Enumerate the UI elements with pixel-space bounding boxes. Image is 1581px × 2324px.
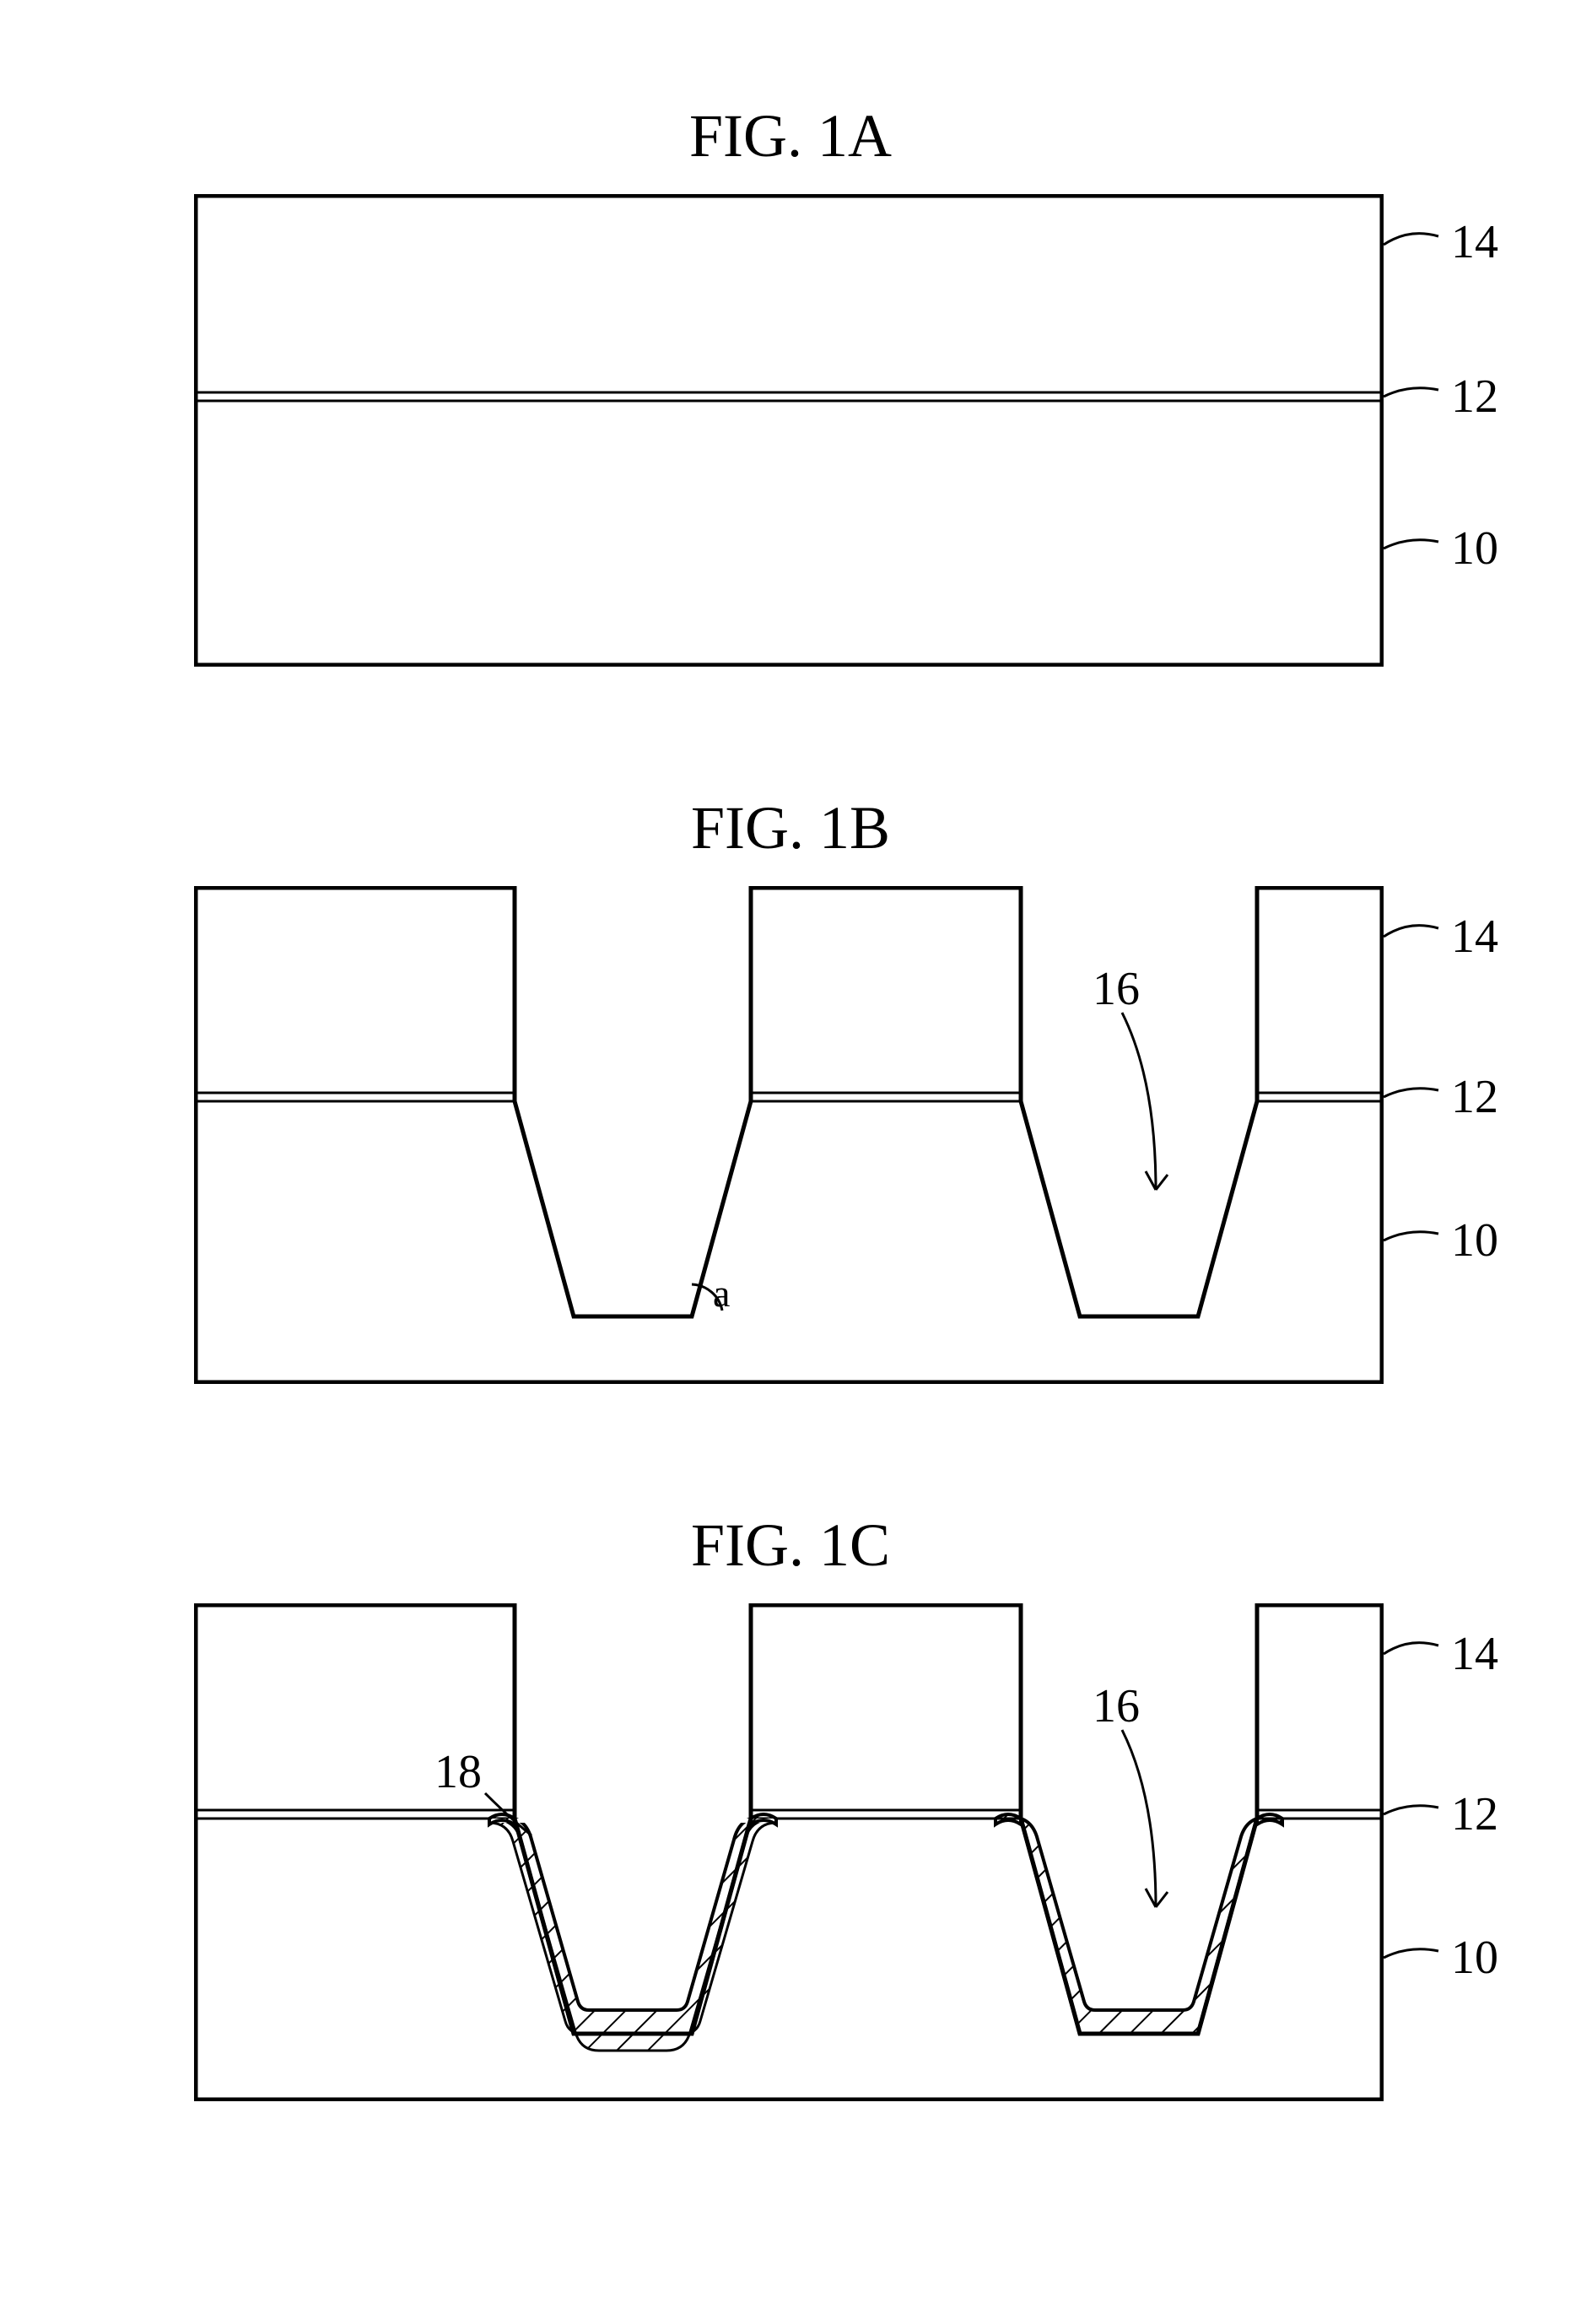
ref16-arrow-b [1122, 1013, 1168, 1190]
label-14-c: 14 [1451, 1627, 1498, 1681]
fig-1a-panel [194, 194, 1384, 667]
fig-1c-svg: 16 18 [194, 1603, 1384, 2101]
leader-12-a [1384, 388, 1438, 397]
angle-label: a [713, 1272, 730, 1315]
ref16-arrow-c [1122, 1730, 1168, 1907]
fig-1a-title-text: FIG. 1A [689, 102, 892, 170]
fig-1b-svg: a 16 [194, 886, 1384, 1384]
label-10-a: 10 [1451, 522, 1498, 576]
ref18-label: 18 [434, 1746, 482, 1798]
cover1 [489, 1819, 776, 1823]
label-14-b: 14 [1451, 910, 1498, 964]
label-12-b: 12 [1451, 1070, 1498, 1124]
ref16-label-b: 16 [1093, 963, 1140, 1015]
leader-10-a [1384, 540, 1438, 549]
fig-1c-outline [196, 1605, 1382, 2100]
leader-10-b [1384, 1232, 1438, 1240]
leader-12-c [1384, 1806, 1438, 1814]
fig-1a-title: FIG. 1A [0, 101, 1581, 171]
leader-14-c [1384, 1643, 1438, 1654]
label-14-a: 14 [1451, 215, 1498, 269]
leader-12-b [1384, 1089, 1438, 1097]
label-12-a: 12 [1451, 370, 1498, 424]
fig-1b-outline [196, 888, 1382, 1382]
fig-1c-title: FIG. 1C [0, 1511, 1581, 1581]
fig-1a-outline [196, 196, 1382, 665]
label-12-c: 12 [1451, 1787, 1498, 1841]
fig-1b-title: FIG. 1B [0, 793, 1581, 863]
leader-10-c [1384, 1949, 1438, 1958]
fig-1a-svg [194, 194, 1384, 667]
label-10-c: 10 [1451, 1931, 1498, 1985]
fig-1b-title-text: FIG. 1B [691, 794, 890, 862]
fig-1c-title-text: FIG. 1C [691, 1511, 890, 1579]
leader-14-b [1384, 926, 1438, 937]
fig-1c-panel: 16 18 [194, 1603, 1384, 2101]
label-10-b: 10 [1451, 1213, 1498, 1267]
ref16-label-c: 16 [1093, 1680, 1140, 1732]
fig-1b-panel: a 16 [194, 886, 1384, 1384]
leader-14-a [1384, 234, 1438, 245]
